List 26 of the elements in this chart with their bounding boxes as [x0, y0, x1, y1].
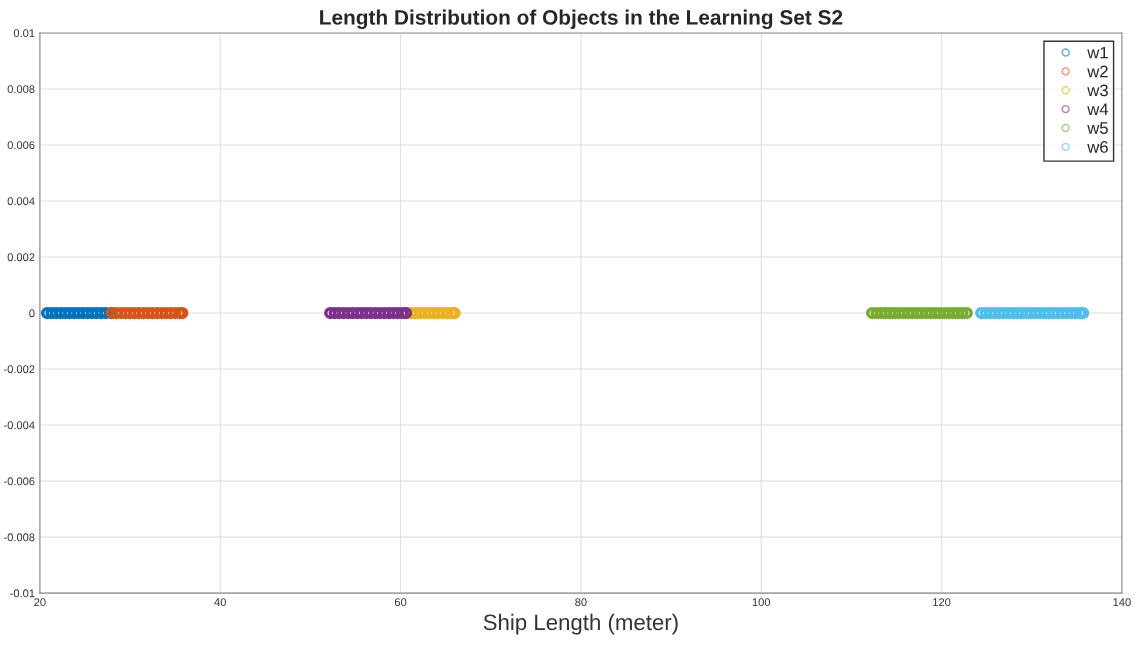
- y-tick-label: 0.01: [13, 29, 35, 38]
- y-tick-label: 0.002: [7, 253, 35, 262]
- y-tick-label: -0.004: [4, 421, 35, 430]
- x-tick-label: 60: [394, 598, 407, 607]
- y-tick-label: -0.002: [4, 365, 35, 374]
- x-tick-label: 140: [1113, 598, 1131, 607]
- legend-label: w5: [1087, 122, 1108, 134]
- y-tick-label: -0.01: [10, 589, 35, 598]
- y-tick-label: -0.008: [4, 533, 35, 542]
- x-axis-title: Ship Length (meter): [483, 613, 678, 635]
- x-tick-label: 100: [752, 598, 771, 607]
- legend-label: w2: [1087, 65, 1108, 78]
- legend-label: w3: [1087, 84, 1108, 97]
- x-tick-label: 40: [214, 598, 226, 607]
- y-tick-label: -0.006: [4, 477, 35, 486]
- legend-label: w4: [1087, 103, 1109, 115]
- x-tick-label: 120: [933, 598, 951, 607]
- chart-title: Length Distribution of Objects in the Learning Set S2: [320, 9, 843, 30]
- y-tick-label: 0.008: [7, 85, 35, 94]
- legend-label: w1: [1087, 46, 1108, 59]
- y-tick-label: 0: [29, 309, 35, 318]
- x-tick-label: 20: [34, 598, 46, 607]
- y-tick-label: 0.006: [7, 141, 35, 150]
- legend-label: w6: [1087, 141, 1108, 153]
- x-tick-label: 80: [575, 598, 587, 607]
- y-tick-label: 0.004: [7, 197, 35, 206]
